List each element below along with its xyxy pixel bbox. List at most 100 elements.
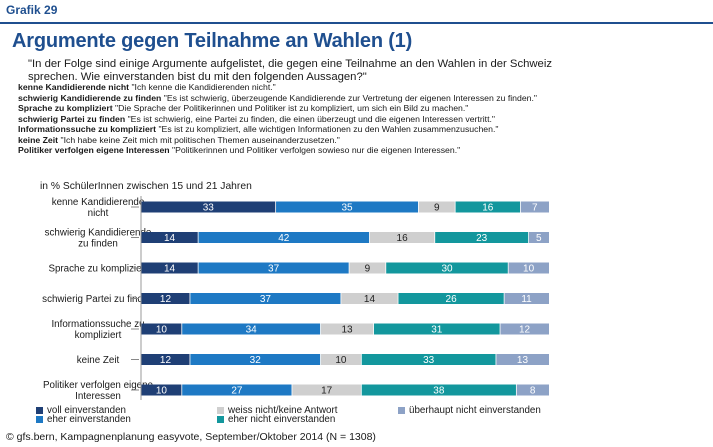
bar-segment: [291, 384, 362, 396]
legend-swatch: [398, 407, 405, 414]
category-label: schwierig Partei zu finden: [42, 294, 154, 305]
bar-segment: [504, 293, 549, 304]
data-label: 9: [365, 264, 371, 275]
bar-segment: [340, 293, 399, 304]
legend-item: überhaupt nicht einverstanden: [398, 405, 541, 416]
data-label: 30: [441, 264, 453, 275]
definition-item: Informationssuche zu kompliziert "Es ist…: [18, 124, 578, 135]
data-label: 10: [335, 355, 347, 366]
bar-segment: [495, 354, 549, 365]
bar-segment: [141, 201, 276, 213]
legend-label: überhaupt nicht einverstanden: [409, 405, 541, 416]
data-label: 23: [476, 233, 488, 244]
category-label: kompliziert: [75, 330, 122, 341]
legend-item: eher einverstanden: [36, 414, 131, 425]
bar-segment: [418, 201, 456, 213]
data-label: 9: [434, 203, 440, 214]
legend-swatch: [36, 407, 43, 414]
category-label: Sprache zu kompliziert: [48, 264, 147, 275]
bar-segment: [198, 262, 350, 274]
data-label: 16: [397, 233, 409, 244]
definition-text: "Ich habe keine Zeit mich mit politische…: [58, 134, 340, 145]
definition-text: "Politikerinnen und Politiker verfolgen …: [169, 145, 461, 155]
bar-segment: [320, 323, 374, 335]
definition-item: Sprache zu kompliziert "Die Sprache der …: [18, 103, 578, 114]
bar-segment: [349, 262, 386, 274]
legend-swatch: [36, 416, 43, 423]
bar-segment: [508, 262, 549, 274]
category-label: kenne Kandidierende: [52, 197, 145, 208]
definition-key: keine Zeit: [18, 134, 59, 145]
bar-segment: [361, 384, 517, 396]
data-label: 10: [156, 325, 168, 336]
definition-text: "Es ist zu kompliziert, alle wichtigen I…: [156, 124, 499, 134]
category-label: nicht: [88, 208, 109, 219]
header-bar: Grafik 29: [0, 0, 713, 24]
data-label: 37: [260, 294, 272, 305]
data-label: 26: [446, 294, 458, 305]
legend-swatch: [217, 416, 224, 423]
legend-item: voll einverstanden: [36, 405, 126, 416]
bar-segment: [373, 323, 501, 335]
definition-text: "Es ist schwierig, überzeugende Kandidie…: [161, 92, 537, 103]
bar-segment: [434, 232, 529, 243]
data-label: 5: [536, 233, 542, 244]
bar-segment: [528, 232, 549, 243]
data-label: 12: [160, 294, 172, 305]
category-label: keine Zeit: [77, 355, 120, 366]
definition-key: Sprache zu kompliziert: [18, 103, 113, 113]
definition-text: "Ich kenne die Kandidierenden nicht.": [129, 82, 276, 92]
bar-segment: [500, 323, 549, 335]
data-label: 33: [423, 355, 435, 366]
category-label: Politiker verfolgen eigene: [43, 380, 154, 391]
bar-segment: [275, 201, 419, 213]
legend-label: eher einverstanden: [47, 414, 131, 425]
data-label: 8: [530, 386, 536, 397]
bar-segment: [181, 384, 292, 396]
bar-segment: [189, 354, 321, 365]
legend-item: weiss nicht/keine Antwort: [217, 405, 337, 416]
data-label: 31: [431, 325, 443, 336]
data-label: 7: [532, 203, 538, 214]
data-label: 27: [231, 386, 243, 397]
legend-label: voll einverstanden: [47, 405, 126, 416]
bar-segment: [141, 354, 190, 365]
data-label: 37: [268, 264, 280, 275]
bar-segment: [455, 201, 521, 213]
data-label: 14: [164, 264, 176, 275]
legend-item: eher nicht einverstanden: [217, 414, 335, 425]
bar-segment: [189, 293, 341, 304]
data-label: 33: [203, 203, 215, 214]
bar-segment: [141, 232, 199, 243]
definition-key: kenne Kandidierende nicht: [18, 82, 130, 92]
bar-segment: [520, 201, 549, 213]
definition-item: kenne Kandidierende nicht "Ich kenne die…: [18, 82, 578, 93]
legend-label: eher nicht einverstanden: [228, 414, 336, 425]
data-label: 10: [156, 386, 168, 397]
bar-segment: [198, 232, 370, 243]
data-label: 16: [482, 203, 494, 214]
data-label: 35: [341, 203, 353, 214]
bar-segment: [320, 354, 362, 365]
bar-segment: [398, 293, 505, 304]
bar-segment: [141, 293, 190, 304]
bar-segment: [141, 262, 199, 274]
definition-text: "Die Sprache der Politikerinnen und Poli…: [112, 103, 469, 113]
definition-item: schwierig Partei zu finden "Es ist schwi…: [18, 114, 578, 125]
definition-item: schwierig Kandidierende zu finden "Es is…: [18, 93, 578, 104]
data-label: 13: [341, 325, 353, 336]
source-note: © gfs.bern, Kampagnenplanung easyvote, S…: [6, 431, 376, 443]
data-label: 17: [321, 386, 333, 397]
bar-segment: [181, 323, 321, 335]
data-label: 14: [364, 294, 376, 305]
definition-key: Politiker verfolgen eigene Interessen: [18, 145, 170, 155]
figure-number: Grafik 29: [6, 3, 58, 17]
data-label: 11: [521, 294, 532, 305]
data-label: 42: [278, 233, 290, 244]
bar-segment: [385, 262, 509, 274]
bar-segment: [141, 323, 182, 335]
category-label: zu finden: [78, 239, 118, 250]
chart-subtitle: in % SchülerInnen zwischen 15 und 21 Jah…: [40, 181, 252, 192]
data-label: 12: [519, 325, 531, 336]
